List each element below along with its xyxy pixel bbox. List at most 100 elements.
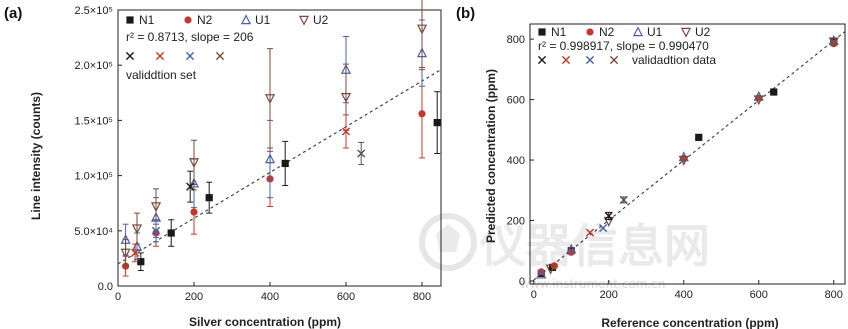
legend-validation-label: validdtion set	[126, 68, 197, 82]
x-tick-label: 400	[261, 291, 279, 303]
plot-area-a: 0 200 400 600 800 0.0 5.0×10⁴ 1.0×10⁵ 1.5×10⁵ 2.0…	[74, 0, 442, 303]
x-tick-label: 0	[115, 291, 121, 303]
legend-stat-text: r² = 0.8713, slope = 206	[126, 30, 254, 44]
data-point-n1	[770, 88, 778, 96]
validation-point	[357, 149, 366, 158]
data-point-u1	[188, 177, 200, 188]
legend-marker-u2	[680, 27, 692, 38]
data-point-n1	[137, 258, 145, 266]
y-tick-label: 800	[507, 34, 525, 46]
y-axis-title-b: Predicted concentration (ppm)	[484, 69, 498, 243]
y-tick-label: 2.0×10⁵	[74, 60, 113, 72]
y-tick-label: 5.0×10⁴	[74, 226, 113, 238]
data-point-n2	[190, 208, 198, 216]
legend-label-n1: N1	[551, 25, 567, 39]
y-tick-label: 1.0×10⁵	[74, 171, 113, 183]
plot-frame	[117, 9, 442, 287]
data-point-n1	[167, 229, 175, 237]
data-point-u2	[131, 224, 143, 235]
legend-marker-u1	[632, 26, 644, 37]
data-point-u2	[264, 94, 276, 105]
legend-label-u2: U2	[695, 25, 711, 39]
data-point-n1	[205, 194, 213, 202]
legend-validation-label: validadtion data	[632, 53, 716, 67]
legend-validation-marker	[185, 51, 195, 61]
x-tick-label: 800	[825, 289, 843, 301]
watermark: 仪器信息网 www.instrument.com.cn	[419, 213, 710, 291]
data-point-u2	[120, 248, 131, 259]
legend-marker-u1	[240, 14, 252, 25]
legend-marker-u2	[298, 15, 310, 26]
legend-label-u2: U2	[313, 13, 329, 27]
data-point-u2	[150, 202, 162, 213]
x-axis-title-b: Reference concentration (ppm)	[601, 316, 778, 329]
validation-point	[599, 223, 608, 233]
data-point-u2	[340, 93, 352, 103]
data-point-n1	[695, 133, 703, 141]
legend-marker-n2	[586, 28, 594, 36]
legend-validation-marker	[609, 55, 619, 65]
validation-point	[151, 226, 161, 235]
fit-line	[533, 31, 846, 281]
legend-validation-marker	[125, 51, 135, 61]
seal-icon	[419, 213, 477, 271]
data-point-u2	[678, 155, 689, 166]
data-point-u2	[416, 24, 428, 35]
data-point-u2	[545, 264, 556, 275]
validation-point	[131, 248, 140, 257]
data-point-u2	[828, 37, 839, 48]
y-tick-label: 600	[507, 95, 525, 107]
y-tick-label: 2.5×10⁵	[74, 5, 113, 17]
legend-validation-marker	[155, 51, 165, 61]
legend: N1 N2 U1 U2 r² = 0.8713, slope = 206 validdti…	[125, 13, 329, 82]
legend-label-u1: U1	[647, 25, 663, 39]
fit-line	[117, 69, 442, 265]
data-point-u1	[828, 34, 839, 45]
x-tick-label: 600	[750, 289, 768, 301]
legend-validation-marker	[561, 55, 571, 65]
validation-point	[619, 195, 628, 205]
plot-frame	[529, 23, 846, 285]
y-tick-label: 1.5×10⁵	[74, 115, 113, 127]
x-tick-label: 400	[675, 289, 693, 301]
y-tick-label: 0.0	[98, 281, 113, 293]
data-point-u1	[536, 268, 547, 279]
y-tick-label: 200	[507, 216, 525, 228]
validation-point	[585, 228, 595, 237]
data-point-u1	[264, 153, 276, 164]
data-point-u2	[753, 95, 764, 106]
x-tick-label: 200	[600, 289, 618, 301]
legend-validation-marker	[215, 51, 225, 61]
x-tick-label: 600	[337, 291, 355, 303]
x-tick-label: 0	[531, 289, 537, 301]
legend-validation-marker	[537, 55, 547, 65]
validation-point	[604, 211, 613, 221]
validation-point	[186, 182, 195, 191]
data-point-u1	[566, 243, 577, 254]
data-point-n2	[418, 110, 426, 118]
validation-point	[341, 127, 351, 136]
y-tick-label: 400	[507, 155, 525, 167]
data-point-u2	[188, 158, 200, 169]
legend-validation-marker	[585, 55, 595, 65]
watermark-text: 仪器信息网	[479, 219, 710, 273]
panel-label-b: (b)	[456, 5, 475, 22]
legend-marker-n1	[538, 28, 546, 36]
x-tick-label: 800	[413, 291, 431, 303]
legend-label-u1: U1	[255, 13, 271, 27]
x-axis-title-a: Silver concentration (ppm)	[189, 315, 341, 329]
y-axis-title-a: Line intensity (counts)	[29, 92, 43, 220]
legend-stat-text: r² = 0.998917, slope = 0.990470	[538, 39, 709, 53]
legend-marker-n1	[126, 16, 134, 24]
y-tick-label: 0	[519, 276, 525, 288]
legend-label-n2: N2	[197, 13, 213, 27]
legend-label-n1: N1	[139, 13, 155, 27]
data-point-n1	[433, 119, 441, 127]
panel-label-a: (a)	[4, 5, 22, 22]
legend-marker-n2	[184, 16, 192, 24]
x-tick-label: 200	[185, 291, 203, 303]
data-point-n1	[281, 159, 289, 168]
